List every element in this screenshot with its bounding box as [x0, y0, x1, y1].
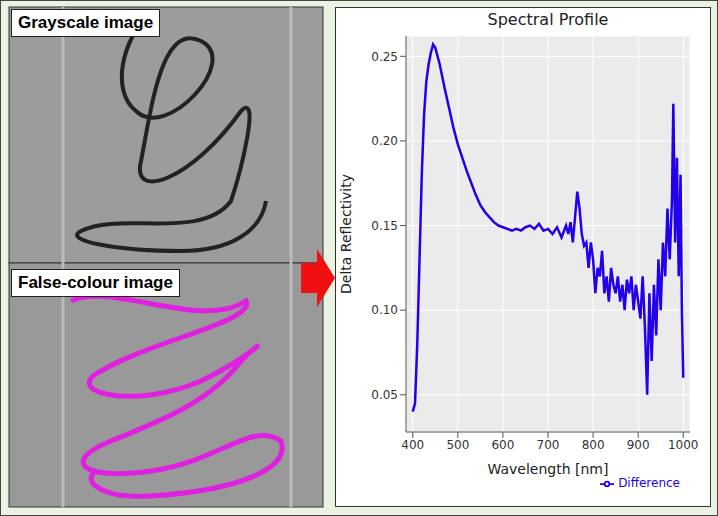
svg-text:0.20: 0.20: [371, 134, 398, 148]
svg-text:700: 700: [537, 438, 560, 452]
svg-text:0.25: 0.25: [371, 50, 398, 64]
svg-text:0.05: 0.05: [371, 388, 398, 402]
html-text:Grayscale image: Grayscale image: [18, 13, 154, 32]
svg-text:0.15: 0.15: [371, 219, 398, 233]
svg-text:900: 900: [627, 438, 650, 452]
html-text:Spectral Profile: Spectral Profile: [487, 10, 609, 29]
html-text:Difference: Difference: [618, 476, 680, 490]
svg-text:1000: 1000: [668, 438, 699, 452]
svg-text:Delta Reflectivity: Delta Reflectivity: [338, 174, 354, 294]
svg-text:600: 600: [491, 438, 514, 452]
html-text:False-colour image: False-colour image: [18, 273, 173, 292]
svg-text:800: 800: [582, 438, 605, 452]
svg-text:Wavelength [nm]: Wavelength [nm]: [488, 461, 609, 477]
svg-text:500: 500: [446, 438, 469, 452]
svg-text:0.10: 0.10: [371, 303, 398, 317]
svg-text:400: 400: [401, 438, 424, 452]
